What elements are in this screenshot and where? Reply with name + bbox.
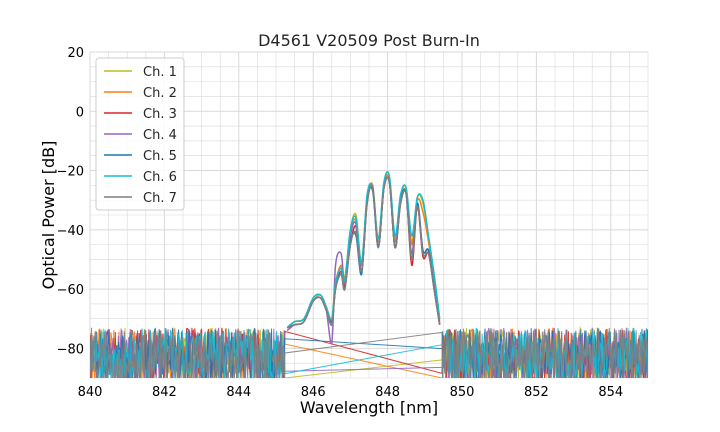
series-lines (286, 170, 441, 345)
x-tick-label: 842 (152, 385, 177, 400)
legend: Ch. 1 Ch. 2 Ch. 3 Ch. 4 Ch. 5 Ch. 6 Ch. 7 (95, 57, 185, 211)
x-tick-label: 852 (524, 385, 549, 400)
x-tick-label: 850 (450, 385, 475, 400)
x-tick-label: 844 (226, 385, 251, 400)
y-tick-label: 20 (67, 46, 84, 61)
series-line-6 (286, 170, 441, 329)
y-tick-label: −80 (57, 342, 84, 357)
series-line-7 (286, 176, 441, 329)
legend-label: Ch. 7 (143, 191, 177, 206)
x-axis-ticks: 840 842 844 846 848 850 852 854 (78, 385, 624, 400)
y-tick-label: 0 (76, 105, 84, 120)
y-axis-label: Optical Power [dB] (39, 141, 58, 290)
chart-title: D4561 V20509 Post Burn-In (258, 31, 480, 50)
legend-label: Ch. 5 (143, 149, 177, 164)
legend-label: Ch. 2 (143, 86, 177, 101)
legend-label: Ch. 4 (143, 128, 177, 143)
y-tick-label: −20 (57, 165, 84, 180)
noise-floor (90, 326, 648, 378)
legend-label: Ch. 3 (143, 107, 177, 122)
y-tick-label: −60 (57, 283, 84, 298)
x-tick-label: 846 (301, 385, 326, 400)
x-tick-label: 848 (375, 385, 400, 400)
legend-box (95, 57, 185, 211)
x-tick-label: 854 (598, 385, 623, 400)
y-tick-label: −40 (57, 224, 84, 239)
legend-label: Ch. 1 (143, 65, 177, 80)
x-tick-label: 840 (78, 385, 103, 400)
x-axis-label: Wavelength [nm] (300, 398, 438, 417)
noise-trace-7 (90, 327, 648, 378)
y-axis-ticks: 20 0 −20 −40 −60 −80 (57, 46, 84, 357)
legend-label: Ch. 6 (143, 170, 177, 185)
